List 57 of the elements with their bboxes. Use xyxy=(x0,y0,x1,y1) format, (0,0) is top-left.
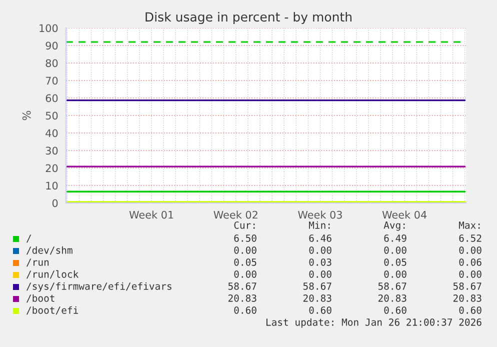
text: 6.50 xyxy=(234,234,256,242)
text: 0.00 xyxy=(459,270,482,278)
x-tick-label: Week 04 xyxy=(382,210,427,219)
text: 0.00 xyxy=(309,270,332,278)
text: 0.05 xyxy=(384,258,406,266)
y-tick-label: 50 xyxy=(46,112,58,120)
text: 58.67 xyxy=(378,282,406,290)
y-tick-label: 100 xyxy=(40,24,58,32)
text: 0.00 xyxy=(234,270,256,278)
text: 0.60 xyxy=(459,306,482,314)
text: 58.67 xyxy=(228,282,256,290)
legend-label: /boot xyxy=(26,294,54,303)
y-axis-title: % xyxy=(22,110,31,120)
text: 58.67 xyxy=(303,282,332,290)
text: 0.00 xyxy=(384,270,406,278)
text: 20.83 xyxy=(228,294,256,302)
text: Cur: xyxy=(234,221,255,229)
text: 20.83 xyxy=(378,294,406,302)
text: 0.03 xyxy=(309,258,332,266)
text: 0.05 xyxy=(234,258,256,266)
text: Last update: Mon Jan 26 21:00:37 2026 xyxy=(266,318,482,328)
y-tick-label: 0 xyxy=(52,199,58,208)
y-tick-label: 90 xyxy=(46,42,58,50)
y-tick-label: 40 xyxy=(46,129,58,138)
legend-label: /run/lock xyxy=(26,270,79,279)
text: Avg: xyxy=(384,222,405,231)
y-tick-label: 80 xyxy=(46,59,58,68)
legend-label: /boot/efi xyxy=(26,306,78,315)
text: 0.00 xyxy=(309,246,332,254)
legend-label: /run xyxy=(26,258,49,267)
text: 0.60 xyxy=(234,306,256,314)
y-tick-label: 30 xyxy=(46,146,58,155)
text: Max: xyxy=(458,222,480,229)
y-tick-label: 20 xyxy=(46,164,58,172)
text: 0.60 xyxy=(384,306,406,314)
text: 6.46 xyxy=(309,234,332,242)
text: 20.83 xyxy=(453,294,482,302)
text: 0.00 xyxy=(459,246,482,254)
text: 6.52 xyxy=(459,234,482,242)
legend-label: /dev/shm xyxy=(26,246,72,255)
x-tick-label: Week 03 xyxy=(298,210,342,219)
text: 0.06 xyxy=(459,258,482,266)
text: 58.67 xyxy=(453,282,482,290)
text: 0.60 xyxy=(309,306,332,314)
legend-label: / xyxy=(26,234,32,243)
text: 0.00 xyxy=(384,246,406,254)
y-tick-label: 10 xyxy=(46,182,58,190)
y-tick-label: 60 xyxy=(46,94,58,102)
text: 0.00 xyxy=(234,246,256,254)
x-tick-label: Week 02 xyxy=(214,210,258,219)
text: 20.83 xyxy=(303,294,332,302)
x-tick-label: Week 01 xyxy=(129,210,174,219)
text: Min: xyxy=(308,221,330,229)
chart-title: Disk usage in percent - by month xyxy=(146,12,352,24)
text: 6.49 xyxy=(384,234,406,242)
y-tick-label: 70 xyxy=(46,76,58,85)
legend-label: /sys/firmware/efi/efivars xyxy=(26,282,172,292)
